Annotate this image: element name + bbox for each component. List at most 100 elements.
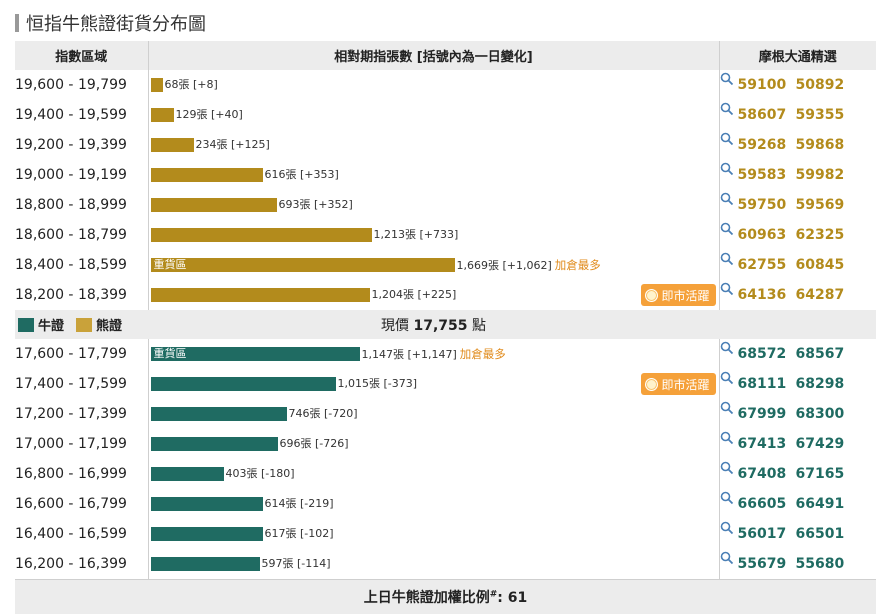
warrant-code-link[interactable]: 50892 [795,77,845,93]
bear-row: 19,000 - 19,199 616張 [+353] 59583 59982 [15,160,876,190]
recommended-codes: 55679 55680 [719,549,876,580]
bar-count: 693張 [+352] [279,197,353,213]
bar-count: 68張 [+8] [165,77,218,93]
warrant-code-link[interactable]: 59750 [737,197,787,213]
warrant-code-link[interactable]: 66605 [737,496,787,512]
warrant-code-link[interactable]: 68111 [737,376,787,392]
search-icon[interactable] [720,491,738,512]
count-text: 597張 [-114] [261,557,331,570]
warrant-code-link[interactable]: 64136 [737,287,787,303]
warrant-code-link[interactable]: 67999 [737,406,787,422]
warrant-code-link[interactable]: 59268 [737,137,787,153]
bull-swatch [18,317,34,332]
bar-cell: 597張 [-114] [148,549,720,580]
warrant-code-link[interactable]: 59355 [795,107,845,123]
weighted-ratio-footnote: # [489,589,498,600]
warrant-code-link[interactable]: 68300 [795,406,845,422]
count-text: 129張 [+40] [175,108,243,121]
search-icon[interactable] [720,252,738,273]
warrant-code-link[interactable]: 62755 [737,257,787,273]
search-icon[interactable] [720,341,738,362]
search-icon[interactable] [720,461,738,482]
warrant-code-link[interactable]: 59982 [795,167,845,183]
warrant-code-link[interactable]: 59868 [795,137,845,153]
bar-count: 746張 [-720] [289,406,358,422]
search-icon[interactable] [720,192,738,213]
bear-bar [150,168,263,182]
bear-swatch [76,317,93,332]
bar-count: 696張 [-726] [280,436,349,452]
header-range: 指數區域 [15,41,149,70]
recommended-codes: 67408 67165 [719,459,876,489]
search-icon[interactable] [720,162,738,183]
live-active-badge[interactable]: 即市活躍 [641,373,716,395]
search-icon[interactable] [720,102,738,123]
count-text: 403張 [-180] [225,467,295,480]
warrant-code-link[interactable]: 59569 [795,197,845,213]
warrant-code-link[interactable]: 59100 [737,77,787,93]
warrant-code-link[interactable]: 56017 [737,526,787,542]
warrant-code-link[interactable]: 60845 [795,257,845,273]
recommended-codes: 68111 68298 [719,369,876,399]
bar-cell: 68張 [+8] [148,70,720,100]
bear-row: 19,400 - 19,599 129張 [+40] 58607 59355 [15,100,876,130]
warrant-code-link[interactable]: 68298 [795,376,845,392]
warrant-code-link[interactable]: 59583 [737,167,787,183]
search-icon[interactable] [720,431,738,452]
search-icon[interactable] [720,132,738,153]
search-icon[interactable] [720,521,738,542]
bear-row: 18,800 - 18,999 693張 [+352] 59750 59569 [15,190,876,220]
bull-row: 16,800 - 16,999 403張 [-180] 67408 67165 [15,459,876,489]
count-text: 693張 [+352] [278,198,353,211]
search-icon[interactable] [720,551,738,572]
bear-bar [150,108,174,122]
recommended-codes: 64136 64287 [719,280,876,310]
bull-bar [150,437,278,451]
warrant-code-link[interactable]: 67429 [795,436,845,452]
search-icon[interactable] [720,401,738,422]
warrant-code-link[interactable]: 67413 [737,436,787,452]
bar-cell: 746張 [-720] [148,399,720,429]
search-icon[interactable] [720,371,738,392]
warrant-code-link[interactable]: 68572 [737,346,787,362]
index-range: 18,200 - 18,399 [15,280,149,310]
index-range: 18,400 - 18,599 [15,250,149,280]
warrant-code-link[interactable]: 58607 [737,107,787,123]
footer-row: 上日牛熊證加權比例#: 61 [15,579,876,614]
bar-count: 1,213張 [+733] [374,227,459,243]
bar-cell: 403張 [-180] [148,459,720,489]
search-icon[interactable] [720,72,738,93]
warrant-code-link[interactable]: 67165 [795,466,845,482]
warrant-code-link[interactable]: 60963 [737,227,787,243]
warrant-code-link[interactable]: 67408 [737,466,787,482]
warrant-code-link[interactable]: 66491 [795,496,845,512]
recommended-codes: 67413 67429 [719,429,876,459]
index-range: 16,800 - 16,999 [15,459,149,489]
bull-bar [150,497,263,511]
recommended-codes: 62755 60845 [719,250,876,280]
count-text: 234張 [+125] [195,138,270,151]
current-price-row: 牛證 熊證 現價 17,755 點 [15,310,876,339]
search-icon[interactable] [720,282,738,303]
index-range: 17,400 - 17,599 [15,369,149,399]
index-range: 17,600 - 17,799 [15,339,149,369]
index-range: 16,600 - 16,799 [15,489,149,519]
bear-bar [150,138,194,152]
search-icon[interactable] [720,222,738,243]
count-text: 1,669張 [+1,062] [456,259,552,272]
warrant-code-link[interactable]: 55679 [737,556,787,572]
warrant-code-link[interactable]: 64287 [795,287,845,303]
warrant-code-link[interactable]: 66501 [795,526,845,542]
warrant-code-link[interactable]: 62325 [795,227,845,243]
bar-count: 403張 [-180] [226,466,295,482]
index-range: 19,600 - 19,799 [15,70,149,100]
most-added-note: 加倉最多 [459,347,506,361]
live-active-badge[interactable]: 即市活躍 [641,284,716,306]
count-text: 696張 [-726] [279,437,349,450]
warrant-code-link[interactable]: 68567 [795,346,845,362]
index-range: 16,400 - 16,599 [15,519,149,549]
bull-bar: 重貨區 [150,347,360,361]
bear-bar [150,228,372,242]
bull-row: 17,600 - 17,799 重貨區 1,147張 [+1,147] 加倉最多 685… [15,339,876,369]
warrant-code-link[interactable]: 55680 [795,556,845,572]
